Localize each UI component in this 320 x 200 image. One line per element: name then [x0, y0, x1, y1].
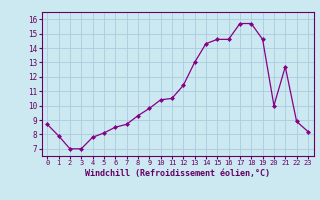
X-axis label: Windchill (Refroidissement éolien,°C): Windchill (Refroidissement éolien,°C)	[85, 169, 270, 178]
